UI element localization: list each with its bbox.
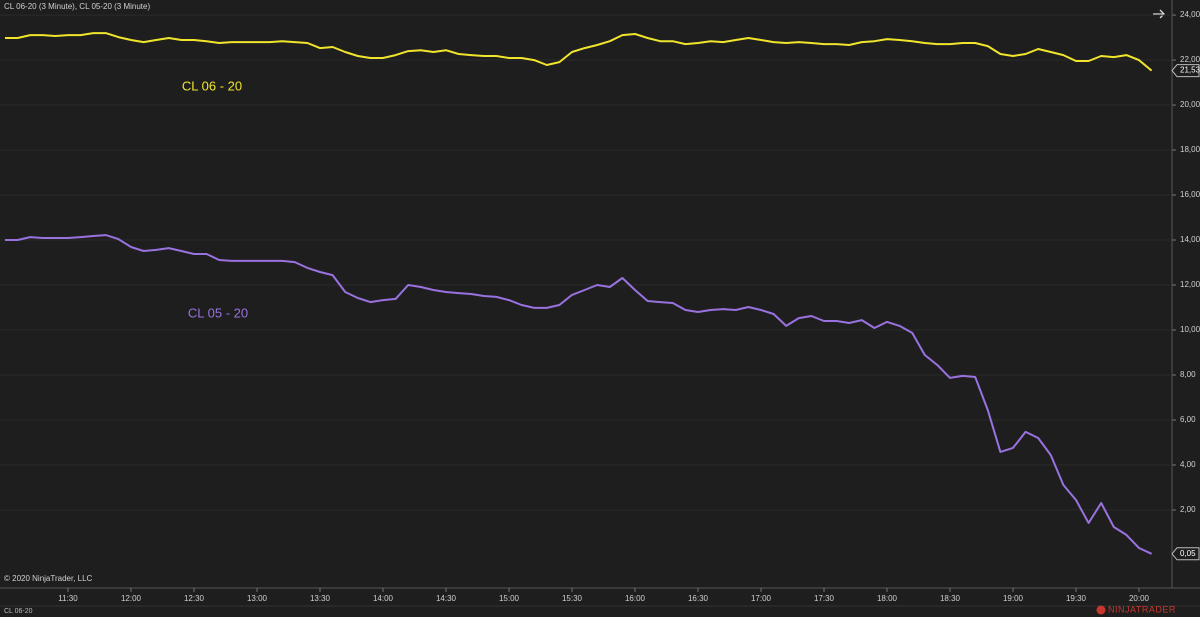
x-tick-label: 15:30 [562,594,583,603]
logo-icon [1096,605,1106,615]
last-value-label: 21,53 [1180,66,1200,75]
x-tick-label: 12:00 [121,594,142,603]
logo: NINJATRADER [1108,604,1176,614]
arrow-icon [1153,9,1165,19]
y-tick-label: 6,00 [1180,415,1196,424]
x-tick-label: 12:30 [184,594,205,603]
x-tick-label: 19:30 [1066,594,1087,603]
chart-title: CL 06-20 (3 Minute), CL 05-20 (3 Minute) [4,2,150,11]
x-tick-label: 15:00 [499,594,520,603]
x-tick-label: 20:00 [1129,594,1150,603]
y-tick-label: 14,00 [1180,235,1200,244]
y-tick-label: 20,00 [1180,100,1200,109]
x-tick-label: 14:30 [436,594,457,603]
x-tick-label: 13:30 [310,594,331,603]
last-value-badge [1171,547,1200,561]
series-label: CL 06 - 20 [182,78,242,93]
y-tick-label: 18,00 [1180,145,1200,154]
x-tick-label: 17:30 [814,594,835,603]
last-value-badge [1171,64,1200,78]
nav-arrow[interactable] [1153,9,1165,19]
series-label: CL 05 - 20 [188,305,248,320]
y-tick-label: 12,00 [1180,280,1200,289]
y-tick-label: 16,00 [1180,190,1200,199]
y-tick-label: 4,00 [1180,460,1196,469]
x-tick-label: 18:30 [940,594,961,603]
y-tick-label: 2,00 [1180,505,1196,514]
y-tick-label: 8,00 [1180,370,1196,379]
last-value-label: 0,05 [1180,549,1196,558]
copyright: © 2020 NinjaTrader, LLC [4,574,93,583]
x-tick-label: 16:00 [625,594,646,603]
x-tick-label: 14:00 [373,594,394,603]
x-tick-label: 16:30 [688,594,709,603]
x-tick-label: 13:00 [247,594,268,603]
x-tick-label: 17:00 [751,594,772,603]
chart-tab[interactable]: CL 06-20 [4,608,33,615]
series-line [5,234,1153,555]
x-tick-label: 18:00 [877,594,898,603]
y-tick-label: 10,00 [1180,325,1200,334]
x-tick-label: 11:30 [58,594,78,603]
x-tick-label: 19:00 [1003,594,1024,603]
series-line [5,32,1153,72]
y-tick-label: 24,00 [1180,10,1200,19]
y-tick-label: 22,00 [1180,55,1200,64]
